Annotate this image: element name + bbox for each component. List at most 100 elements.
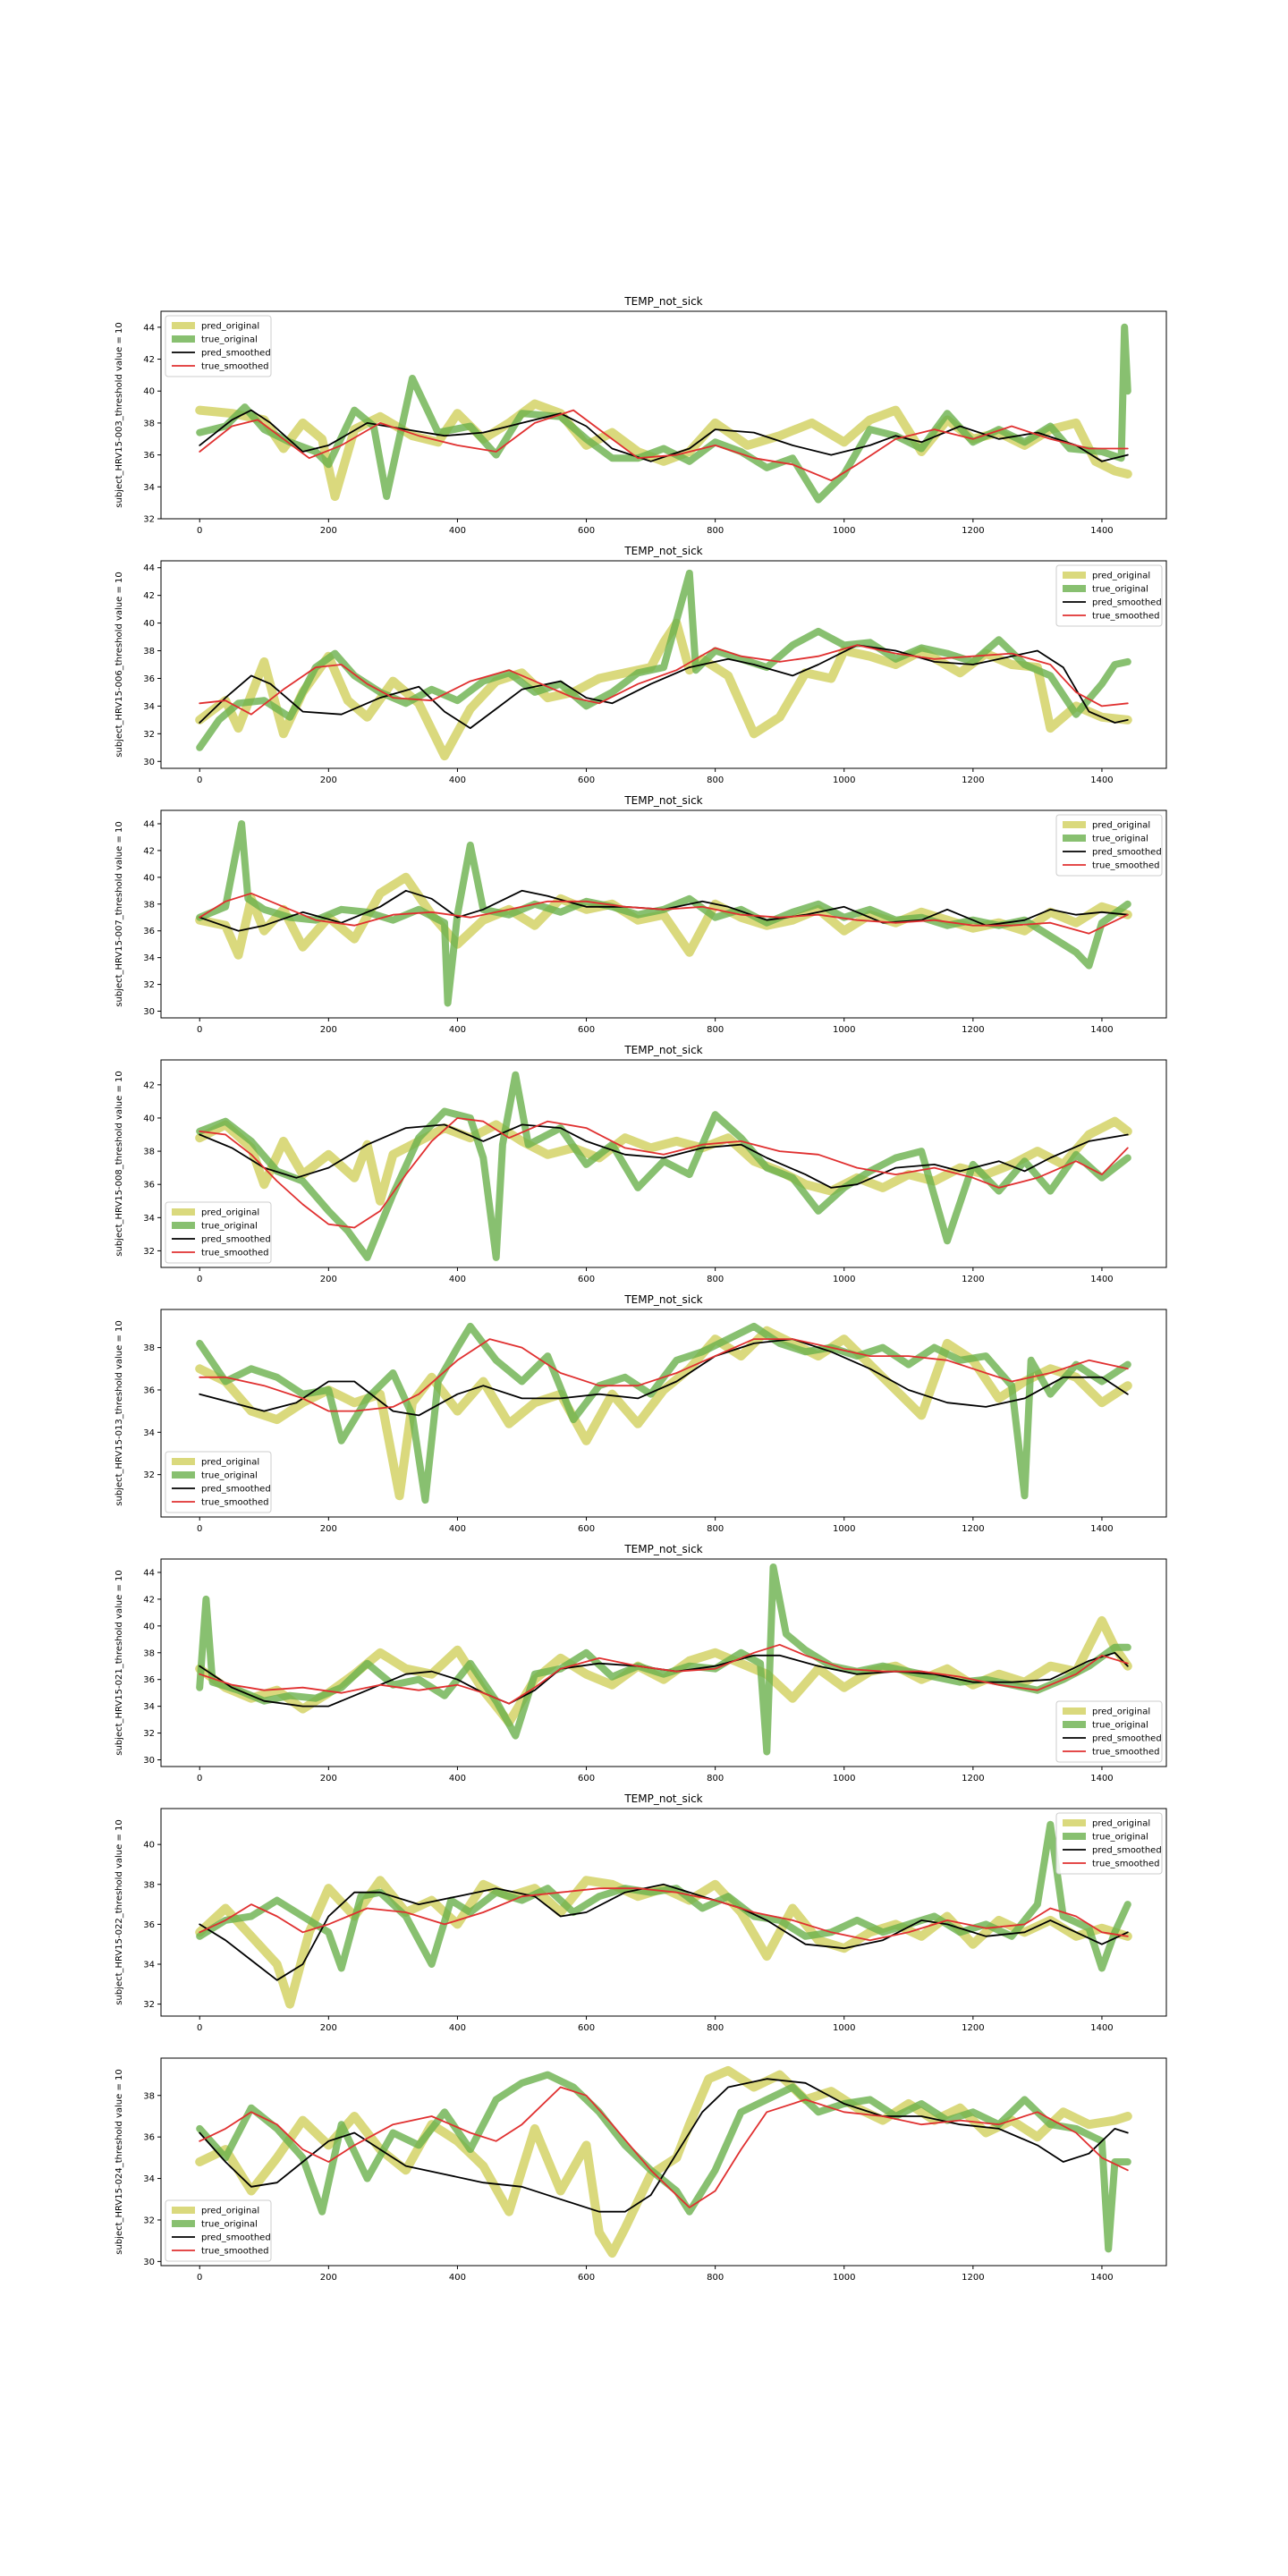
x-tick-label: 0 — [197, 2273, 202, 2283]
x-tick-label: 200 — [320, 775, 337, 785]
y-axis-label: subject_HRV15-003_threshold value = 10 — [114, 322, 124, 507]
series-line-true-smoothed — [199, 892, 1129, 935]
plot-area — [195, 323, 1132, 504]
y-tick-label: 42 — [143, 1595, 155, 1605]
series-line-true-smoothed — [199, 2086, 1129, 2208]
x-tick-label: 400 — [449, 1524, 466, 1534]
legend-label: true_smoothed — [1092, 1860, 1159, 1869]
x-tick-label: 1000 — [833, 775, 855, 785]
x-tick-label: 0 — [197, 1774, 202, 1784]
y-tick-label: 36 — [143, 927, 155, 936]
y-tick-label: 34 — [143, 1214, 155, 1224]
axes-frame — [160, 1558, 1167, 1767]
chart-title: TEMP_not_sick — [623, 295, 702, 308]
legend-label: pred_smoothed — [1092, 848, 1162, 858]
plot-area — [195, 1322, 1132, 1504]
y-tick-label: 34 — [143, 1702, 155, 1712]
x-tick-label: 1400 — [1090, 526, 1113, 536]
legend-label: pred_original — [201, 2207, 259, 2216]
x-tick-label: 1400 — [1090, 1774, 1113, 1784]
x-tick-label: 1000 — [833, 2023, 855, 2033]
y-tick-label: 38 — [143, 647, 155, 657]
chart-panel-3: TEMP_not_sick subject_HRV15-007_threshold… — [114, 794, 1167, 1035]
legend-label: true_smoothed — [1092, 1748, 1159, 1758]
legend-label: pred_original — [1092, 821, 1150, 831]
x-tick-label: 800 — [707, 1025, 724, 1035]
series-line-true-original — [196, 1071, 1131, 1261]
legend: pred_original true_original pred_smoothedt… — [1055, 1812, 1163, 1875]
y-tick-label: 44 — [143, 564, 155, 573]
legend-label: true_smoothed — [1092, 861, 1159, 871]
plot-area — [195, 2065, 1132, 2258]
plot-area — [195, 820, 1132, 1007]
y-tick-label: 42 — [143, 846, 155, 856]
y-axis-label: subject_HRV15-008_threshold value = 10 — [114, 1071, 124, 1256]
y-tick-label: 36 — [143, 1385, 155, 1395]
x-tick-label: 0 — [197, 775, 202, 785]
x-tick-label: 1400 — [1090, 2023, 1113, 2033]
x-tick-label: 400 — [449, 526, 466, 536]
axes-frame — [160, 310, 1167, 520]
x-tick-label: 1000 — [833, 526, 855, 536]
chart-panel-2: TEMP_not_sick subject_HRV15-006_threshold… — [114, 545, 1167, 785]
plot-area — [195, 1820, 1132, 2009]
y-tick-label: 42 — [143, 591, 155, 601]
y-tick-label: 40 — [143, 1841, 155, 1851]
series-line-true-smoothed — [199, 1338, 1129, 1412]
series-line-true-smoothed — [199, 1643, 1129, 1705]
legend: pred_original true_original pred_smoothedt… — [165, 1451, 272, 1513]
legend: pred_original true_original pred_smoothedt… — [165, 1201, 272, 1264]
legend-label: true_original — [201, 1471, 258, 1481]
legend-label: pred_smoothed — [1092, 1846, 1162, 1856]
x-tick-label: 200 — [320, 1275, 337, 1284]
x-tick-label: 400 — [449, 2273, 466, 2283]
legend: pred_original true_original pred_smoothedt… — [165, 315, 272, 377]
y-tick-label: 44 — [143, 819, 155, 829]
x-tick-label: 1400 — [1090, 1524, 1113, 1534]
chart-title: TEMP_not_sick — [623, 794, 702, 807]
legend-label: pred_original — [201, 322, 259, 332]
legend-label: true_original — [1092, 1721, 1148, 1731]
y-tick-label: 38 — [143, 1343, 155, 1353]
y-tick-label: 42 — [143, 355, 155, 365]
series-line-pred-smoothed — [199, 2078, 1129, 2213]
x-tick-label: 400 — [449, 1774, 466, 1784]
x-tick-label: 1400 — [1090, 775, 1113, 785]
series-line-true-original — [196, 1322, 1131, 1504]
x-tick-label: 1000 — [833, 2273, 855, 2283]
x-tick-label: 800 — [707, 526, 724, 536]
plot-area — [195, 1563, 1132, 1756]
y-tick-label: 34 — [143, 483, 155, 493]
y-tick-label: 36 — [143, 1920, 155, 1930]
y-tick-label: 36 — [143, 1675, 155, 1685]
chart-title: TEMP_not_sick — [623, 1293, 702, 1306]
legend-box — [165, 1451, 272, 1513]
y-tick-label: 32 — [143, 2216, 155, 2225]
legend-label: true_original — [1092, 585, 1148, 595]
legend-label: true_smoothed — [201, 1249, 268, 1258]
y-tick-label: 38 — [143, 419, 155, 428]
y-tick-label: 34 — [143, 1961, 155, 1970]
y-tick-label: 32 — [143, 1470, 155, 1480]
x-tick-label: 0 — [197, 1275, 202, 1284]
legend: pred_original true_original pred_smoothedt… — [1055, 814, 1163, 877]
legend-label: true_original — [201, 335, 258, 345]
y-tick-label: 32 — [143, 1247, 155, 1257]
x-tick-label: 1000 — [833, 1275, 855, 1284]
axes-frame — [160, 1309, 1167, 1518]
y-tick-label: 36 — [143, 674, 155, 684]
series-line-pred-smoothed — [199, 409, 1129, 462]
x-tick-label: 800 — [707, 1524, 724, 1534]
chart-panel-5: TEMP_not_sick subject_HRV15-013_threshold… — [114, 1293, 1167, 1534]
chart-panel-8: subject_HRV15-024_threshold value = 10 0 2… — [114, 2057, 1167, 2283]
legend-label: true_smoothed — [201, 362, 268, 372]
x-tick-label: 0 — [197, 1524, 202, 1534]
legend-box — [1055, 1812, 1163, 1875]
x-tick-label: 200 — [320, 1524, 337, 1534]
legend-label: pred_smoothed — [1092, 598, 1162, 608]
y-tick-label: 38 — [143, 2091, 155, 2101]
y-tick-label: 32 — [143, 730, 155, 740]
y-tick-label: 32 — [143, 515, 155, 525]
y-tick-label: 36 — [143, 1181, 155, 1191]
chart-panel-7: TEMP_not_sick subject_HRV15-022_threshold… — [114, 1792, 1167, 2033]
